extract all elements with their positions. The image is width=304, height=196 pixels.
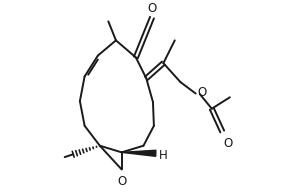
Text: H: H	[159, 149, 168, 162]
Text: O: O	[147, 2, 157, 15]
Text: O: O	[223, 137, 233, 150]
Text: O: O	[198, 86, 207, 99]
Text: O: O	[117, 175, 126, 188]
Polygon shape	[122, 150, 156, 156]
